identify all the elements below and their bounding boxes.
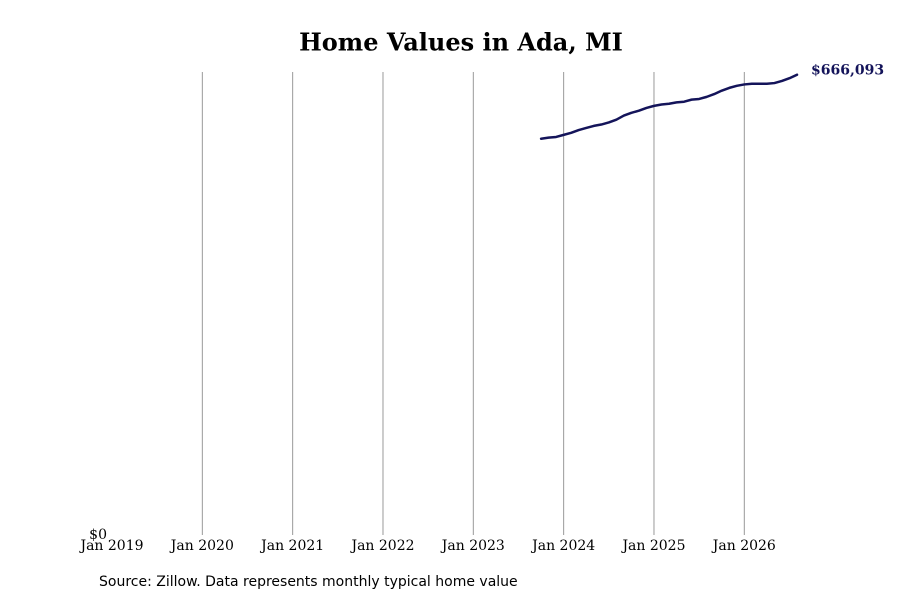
- x-tick-label: Jan 2026: [711, 538, 776, 554]
- data-label: $666,093: [811, 63, 884, 79]
- y-tick-label: $0: [89, 527, 107, 543]
- x-tick-label: Jan 2022: [349, 538, 414, 554]
- x-tick-label: Jan 2019: [78, 538, 143, 554]
- x-tick-label: Jan 2023: [440, 538, 505, 554]
- line: [539, 73, 799, 140]
- x-tick-label: Jan 2020: [169, 538, 234, 554]
- source-note: Source: Zillow. Data represents monthly …: [99, 574, 518, 590]
- chart-title: Home Values in Ada, MI: [299, 28, 623, 57]
- x-tick-label: Jan 2025: [620, 538, 685, 554]
- x-tick-label: Jan 2021: [259, 538, 324, 554]
- x-tick-label: Jan 2024: [530, 538, 595, 554]
